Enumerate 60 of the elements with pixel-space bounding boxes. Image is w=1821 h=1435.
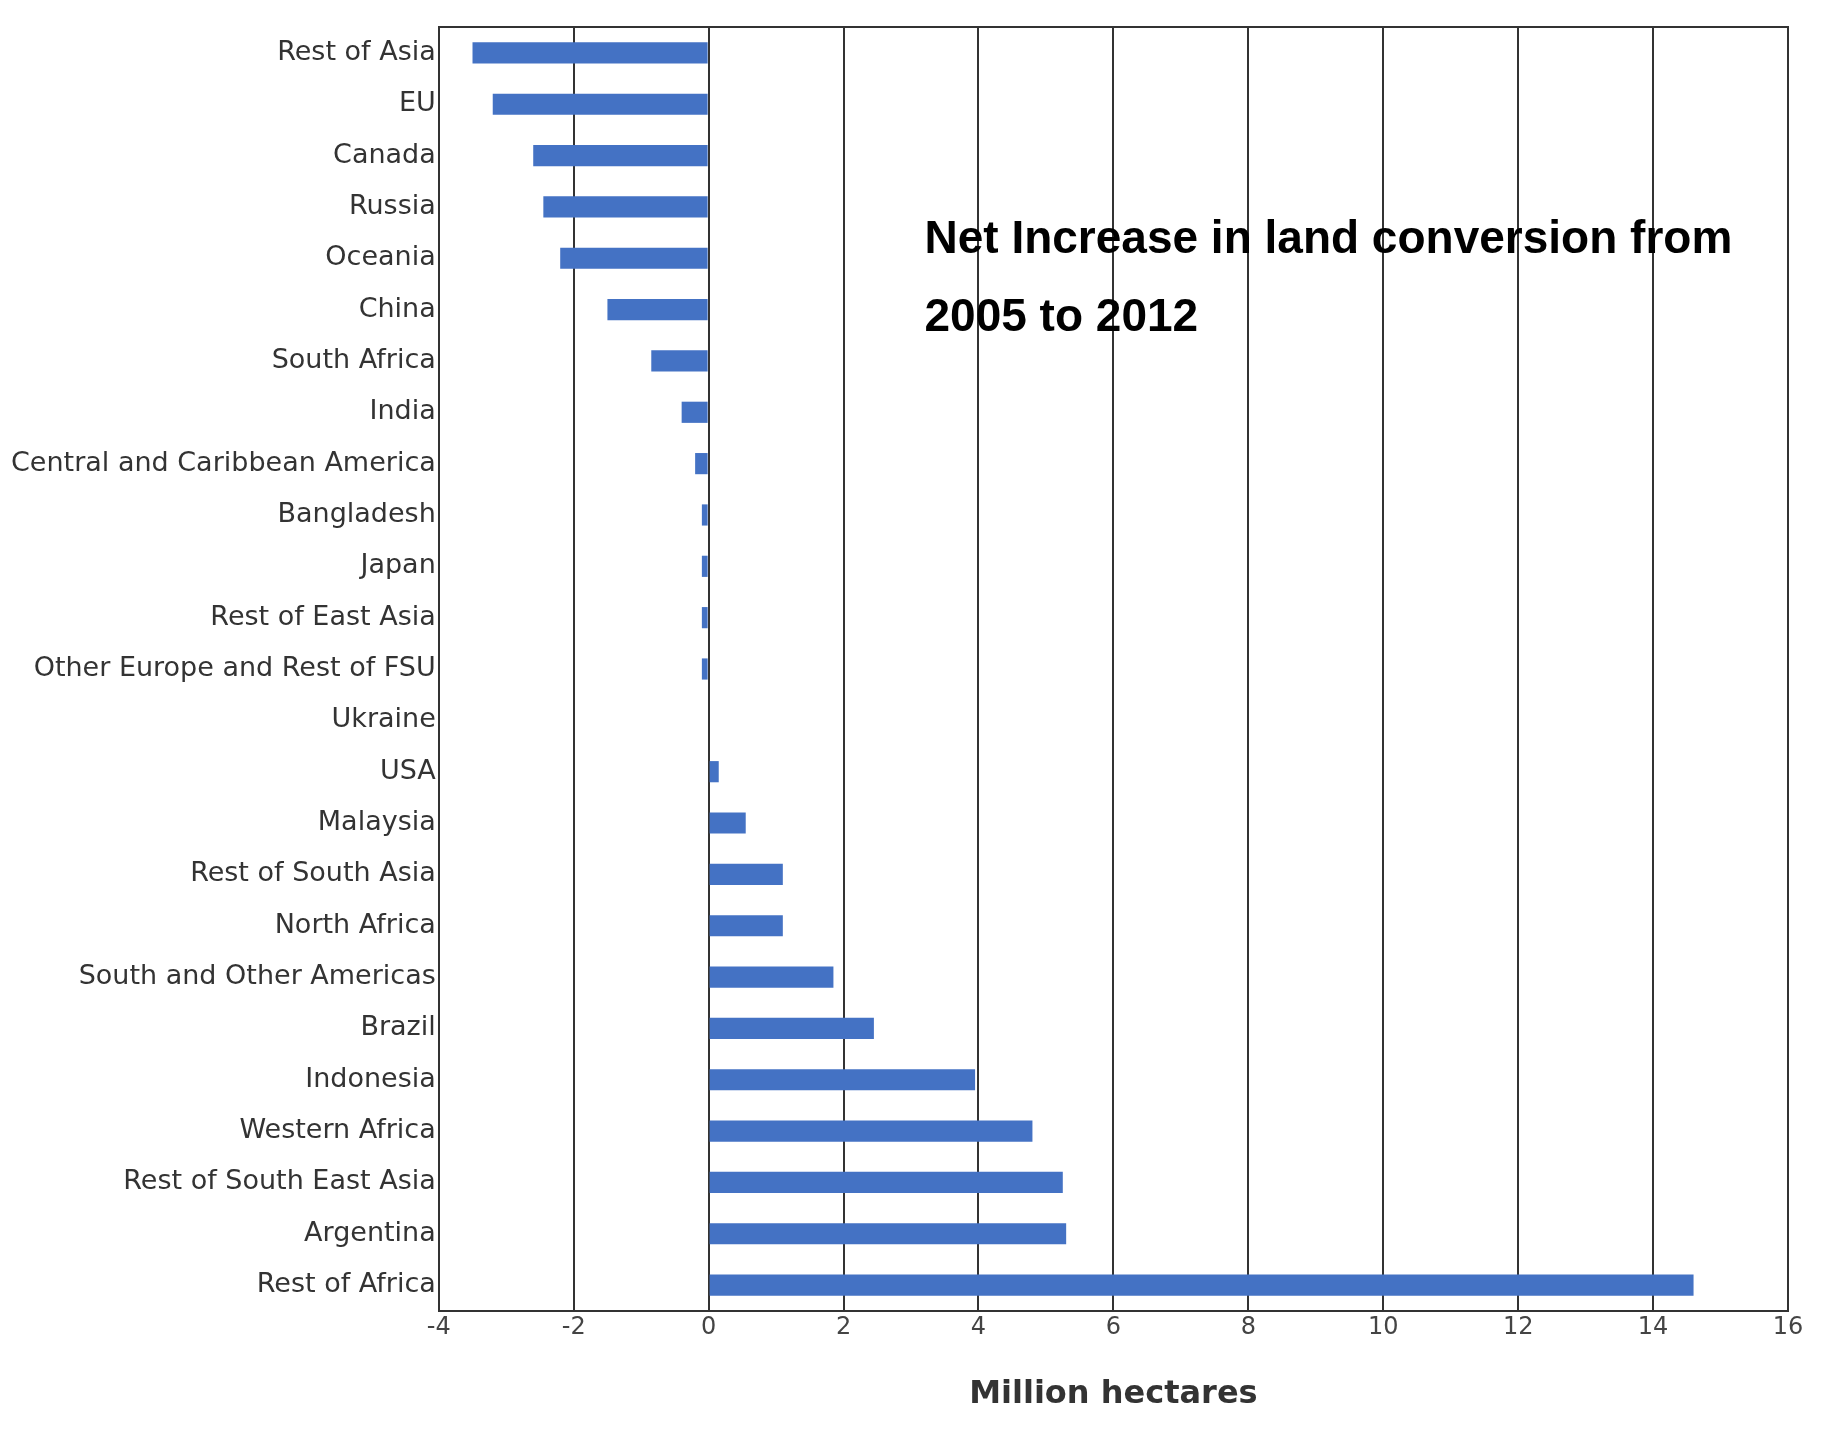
bar [533,144,708,167]
y-tick-label: Central and Caribbean America [10,445,436,477]
x-tick-label: 10 [1367,1312,1399,1341]
x-tick-label: 4 [970,1312,987,1341]
bar [709,863,783,885]
x-tick-label: -4 [426,1312,451,1341]
x-tick-label: -2 [561,1312,586,1341]
bar [701,658,708,680]
x-axis-title: Million hectares [969,1373,1258,1412]
y-tick-label: India [369,394,436,426]
bar [701,607,708,629]
y-tick-label: Oceania [325,240,436,272]
y-tick-label: Bangladesh [277,496,436,528]
y-tick-label: Argentina [304,1215,436,1247]
y-tick-label: Rest of Africa [256,1267,436,1299]
x-tick-label: 16 [1772,1312,1804,1341]
y-tick-label: Rest of Asia [277,34,436,66]
y-tick-label: Rest of South East Asia [123,1164,436,1196]
bar [543,196,708,218]
bar [709,761,719,783]
x-tick-label: 6 [1105,1312,1122,1341]
bar [709,1171,1063,1194]
y-tick-label: Rest of South Asia [190,856,436,888]
y-tick-label: South and Other Americas [78,959,436,991]
y-tick-label: Rest of East Asia [210,599,436,631]
bar [701,504,708,526]
bar [701,555,708,577]
bar [607,299,708,321]
bar [472,42,708,64]
y-tick-label: EU [398,86,436,118]
x-tick-label: 0 [700,1312,717,1341]
y-tick-label: USA [379,753,437,785]
y-tick-label: North Africa [274,907,436,939]
y-tick-label: China [358,291,436,323]
x-tick-label: 2 [835,1312,852,1341]
y-tick-label: Indonesia [305,1061,436,1093]
bar [709,915,783,937]
bar [709,1017,874,1039]
bar [709,1069,976,1091]
bar [681,401,708,423]
x-tick-label: 8 [1240,1312,1256,1341]
x-tick-label: 12 [1502,1312,1534,1341]
bar [709,1223,1067,1245]
bar [709,966,834,988]
bar [695,453,708,475]
x-tick-label: 14 [1637,1312,1669,1341]
bar [709,812,746,834]
y-tick-label: Brazil [360,1010,436,1042]
bar [651,350,708,372]
y-tick-label: Ukraine [331,702,436,734]
y-tick-label: Western Africa [239,1113,436,1145]
y-tick-label: Canada [333,137,436,169]
bar [709,1120,1033,1142]
y-tick-label: Russia [348,188,436,220]
y-tick-label: Malaysia [317,805,436,837]
y-tick-label: South Africa [271,342,436,374]
y-tick-label: Japan [358,548,436,580]
bar [492,93,708,115]
bar [560,247,708,269]
y-tick-label: Other Europe and Rest of FSU [33,651,436,683]
